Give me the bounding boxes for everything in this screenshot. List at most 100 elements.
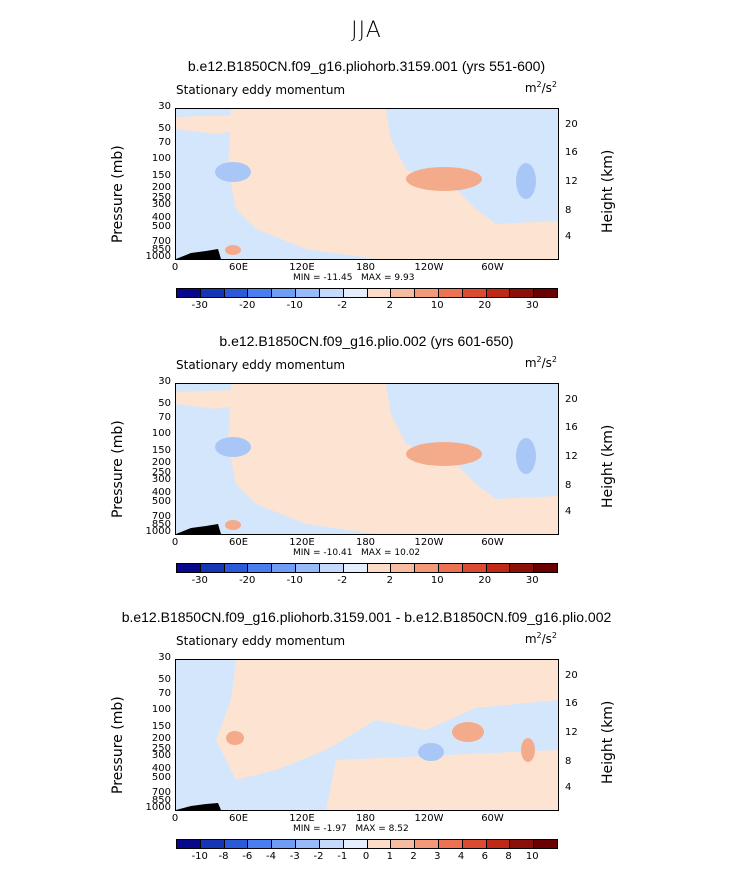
colorbar-tick-label: 20 xyxy=(478,575,492,586)
longitude-tick-label: 60W xyxy=(481,813,504,824)
min-max-summary: MIN = -1.97 MAX = 8.52 xyxy=(293,824,409,834)
colorbar-swatch xyxy=(224,840,249,848)
contour-plot xyxy=(175,383,559,535)
colorbar-swatch xyxy=(200,289,225,297)
colorbar-swatch xyxy=(319,840,344,848)
pressure-tick-label: 250 xyxy=(151,466,171,478)
pressure-tick-label: 50 xyxy=(158,673,171,685)
colorbar-swatch xyxy=(534,289,557,297)
colorbar-swatch xyxy=(200,564,225,572)
colorbar-tick-label: 0 xyxy=(362,851,370,862)
longitude-tick-label: 120W xyxy=(414,262,444,273)
colorbar-swatch xyxy=(486,564,511,572)
colorbar-swatch xyxy=(510,840,535,848)
positive-extremum xyxy=(521,738,535,762)
max-label: MAX = xyxy=(355,824,389,834)
longitude-tick-label: 180 xyxy=(355,537,376,548)
y2-axis-title: Height (km) xyxy=(600,700,616,784)
min-label: MIN = xyxy=(293,548,324,558)
min-value: -1.97 xyxy=(323,824,347,834)
pressure-tick-label: 200 xyxy=(151,457,171,469)
colorbar-tick-label: 8 xyxy=(505,851,512,862)
colorbar-swatch xyxy=(462,840,487,848)
colorbar-swatch xyxy=(296,840,320,848)
colorbar-tick-label: 1 xyxy=(386,851,393,862)
longitude-tick-label: 120W xyxy=(414,537,444,548)
colorbar-tick-label: -10 xyxy=(286,575,303,586)
units-divisor: /s xyxy=(541,81,552,95)
topography xyxy=(176,249,221,259)
colorbar-swatch xyxy=(367,564,392,572)
colorbar-tick-label: 20 xyxy=(478,300,492,311)
longitude-tick-label: 120E xyxy=(289,262,315,273)
spacer xyxy=(352,273,361,283)
pressure-tick-label: 700 xyxy=(151,235,171,247)
y2-axis-title: Height (km) xyxy=(600,424,616,508)
colorbar-swatch xyxy=(248,289,273,297)
pressure-tick-label: 150 xyxy=(151,444,171,456)
variable-label: Stationary eddy momentum xyxy=(176,358,346,372)
colorbar-tick-label: 10 xyxy=(525,851,539,862)
colorbar-swatch xyxy=(510,564,535,572)
positive-region xyxy=(326,750,558,810)
colorbar-tick-label: -2 xyxy=(313,851,324,862)
topography xyxy=(176,803,221,810)
colorbar-swatch xyxy=(415,564,439,572)
colorbar-swatch xyxy=(534,840,557,848)
contour-plot xyxy=(175,659,559,811)
negative-extremum xyxy=(215,437,251,457)
colorbar xyxy=(176,839,558,849)
colorbar-tick-label: -20 xyxy=(239,300,256,311)
positive-region xyxy=(176,390,246,409)
pressure-tick-label: 70 xyxy=(158,412,171,424)
colorbar-tick-label: -1 xyxy=(337,851,348,862)
variable-label: Stationary eddy momentum xyxy=(176,634,346,648)
colorbar-swatch xyxy=(343,840,368,848)
negative-extremum xyxy=(516,163,536,199)
longitude-tick-label: 0 xyxy=(171,813,179,824)
longitude-tick-label: 180 xyxy=(355,262,376,273)
pressure-tick-label: 300 xyxy=(151,199,171,211)
colorbar-tick-label: 10 xyxy=(430,300,444,311)
colorbar-swatch xyxy=(343,564,368,572)
max-label: MAX = xyxy=(361,548,395,558)
longitude-tick-label: 120E xyxy=(289,537,315,548)
units-divisor: /s xyxy=(541,632,552,646)
longitude-tick-label: 60W xyxy=(481,537,504,548)
max-value: 10.02 xyxy=(394,548,421,558)
y2-axis-title: Height (km) xyxy=(600,149,616,233)
pressure-tick-label: 850 xyxy=(151,519,171,531)
contour-field xyxy=(176,384,558,534)
colorbar-swatch xyxy=(367,289,392,297)
pressure-tick-label: 200 xyxy=(151,182,171,194)
height-tick-label: 20 xyxy=(565,670,578,681)
units-exponent: 2 xyxy=(536,80,542,89)
pressure-tick-label: 850 xyxy=(151,244,171,256)
units-label: m2/s2 xyxy=(525,80,557,95)
colorbar-swatch xyxy=(319,289,344,297)
height-tick-label: 16 xyxy=(565,698,578,709)
colorbar-tick-label: -6 xyxy=(242,851,253,862)
contour-plot xyxy=(175,108,559,260)
colorbar-swatch xyxy=(319,564,344,572)
colorbar-swatch xyxy=(367,840,392,848)
colorbar-swatch xyxy=(510,289,535,297)
colorbar xyxy=(176,288,558,298)
positive-extremum xyxy=(452,722,484,742)
colorbar-swatch xyxy=(248,840,273,848)
height-tick-label: 4 xyxy=(565,231,572,242)
colorbar-swatch xyxy=(224,289,249,297)
negative-extremum xyxy=(418,743,444,761)
pressure-tick-label: 70 xyxy=(158,137,171,149)
height-tick-label: 12 xyxy=(565,176,578,187)
height-tick-label: 16 xyxy=(565,422,578,433)
pressure-tick-label: 700 xyxy=(151,510,171,522)
colorbar-swatch xyxy=(462,289,487,297)
units-base: m xyxy=(524,81,537,95)
units-exponent: 2 xyxy=(536,355,542,364)
pressure-tick-label: 500 xyxy=(151,221,171,233)
colorbar-tick-label: -8 xyxy=(218,851,229,862)
max-value: 9.93 xyxy=(394,273,415,283)
positive-region xyxy=(176,115,246,134)
height-tick-label: 4 xyxy=(565,782,572,793)
